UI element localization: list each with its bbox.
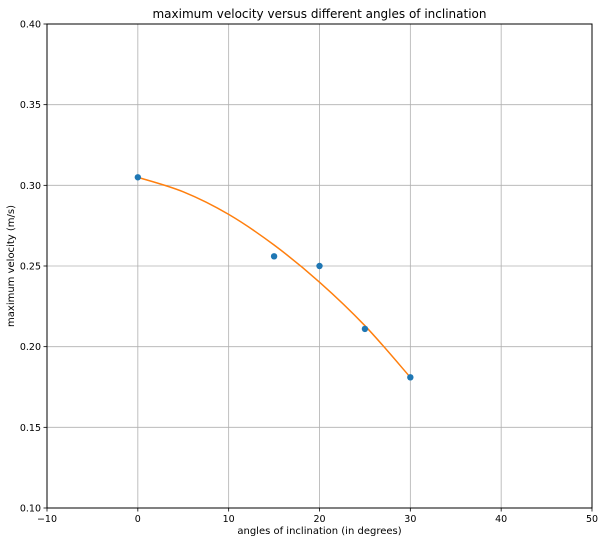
x-axis-label: angles of inclination (in degrees) <box>237 526 401 537</box>
y-tick-labels: 0.10 0.15 0.20 0.25 0.30 0.35 0.40 <box>20 20 41 515</box>
y-axis-label: maximum velocity (m/s) <box>6 205 17 327</box>
y-tick-label: 0.20 <box>20 342 41 353</box>
y-tick-label: 0.40 <box>20 20 41 31</box>
y-tick-label: 0.15 <box>20 423 41 434</box>
y-tick-label: 0.30 <box>20 181 41 192</box>
data-point <box>134 174 142 181</box>
data-point <box>270 253 278 260</box>
x-tick-label: 0 <box>135 514 141 525</box>
x-tick-label: 40 <box>495 514 507 525</box>
x-tick-label: −10 <box>37 514 57 525</box>
x-tick-labels: −10 0 10 20 30 40 50 <box>37 514 598 525</box>
y-tick-label: 0.25 <box>20 262 41 273</box>
x-tick-label: 50 <box>586 514 598 525</box>
x-tick-label: 10 <box>223 514 235 525</box>
data-point <box>407 374 414 381</box>
data-points <box>134 174 414 381</box>
y-tick-label: 0.10 <box>20 504 41 515</box>
y-tick-label: 0.35 <box>20 100 41 111</box>
x-tick-label: 20 <box>313 514 325 525</box>
data-point <box>316 262 323 270</box>
tick-marks <box>43 23 593 512</box>
data-point <box>361 325 369 333</box>
x-tick-label: 30 <box>404 514 416 525</box>
chart-title: maximum velocity versus different angles… <box>152 7 486 21</box>
